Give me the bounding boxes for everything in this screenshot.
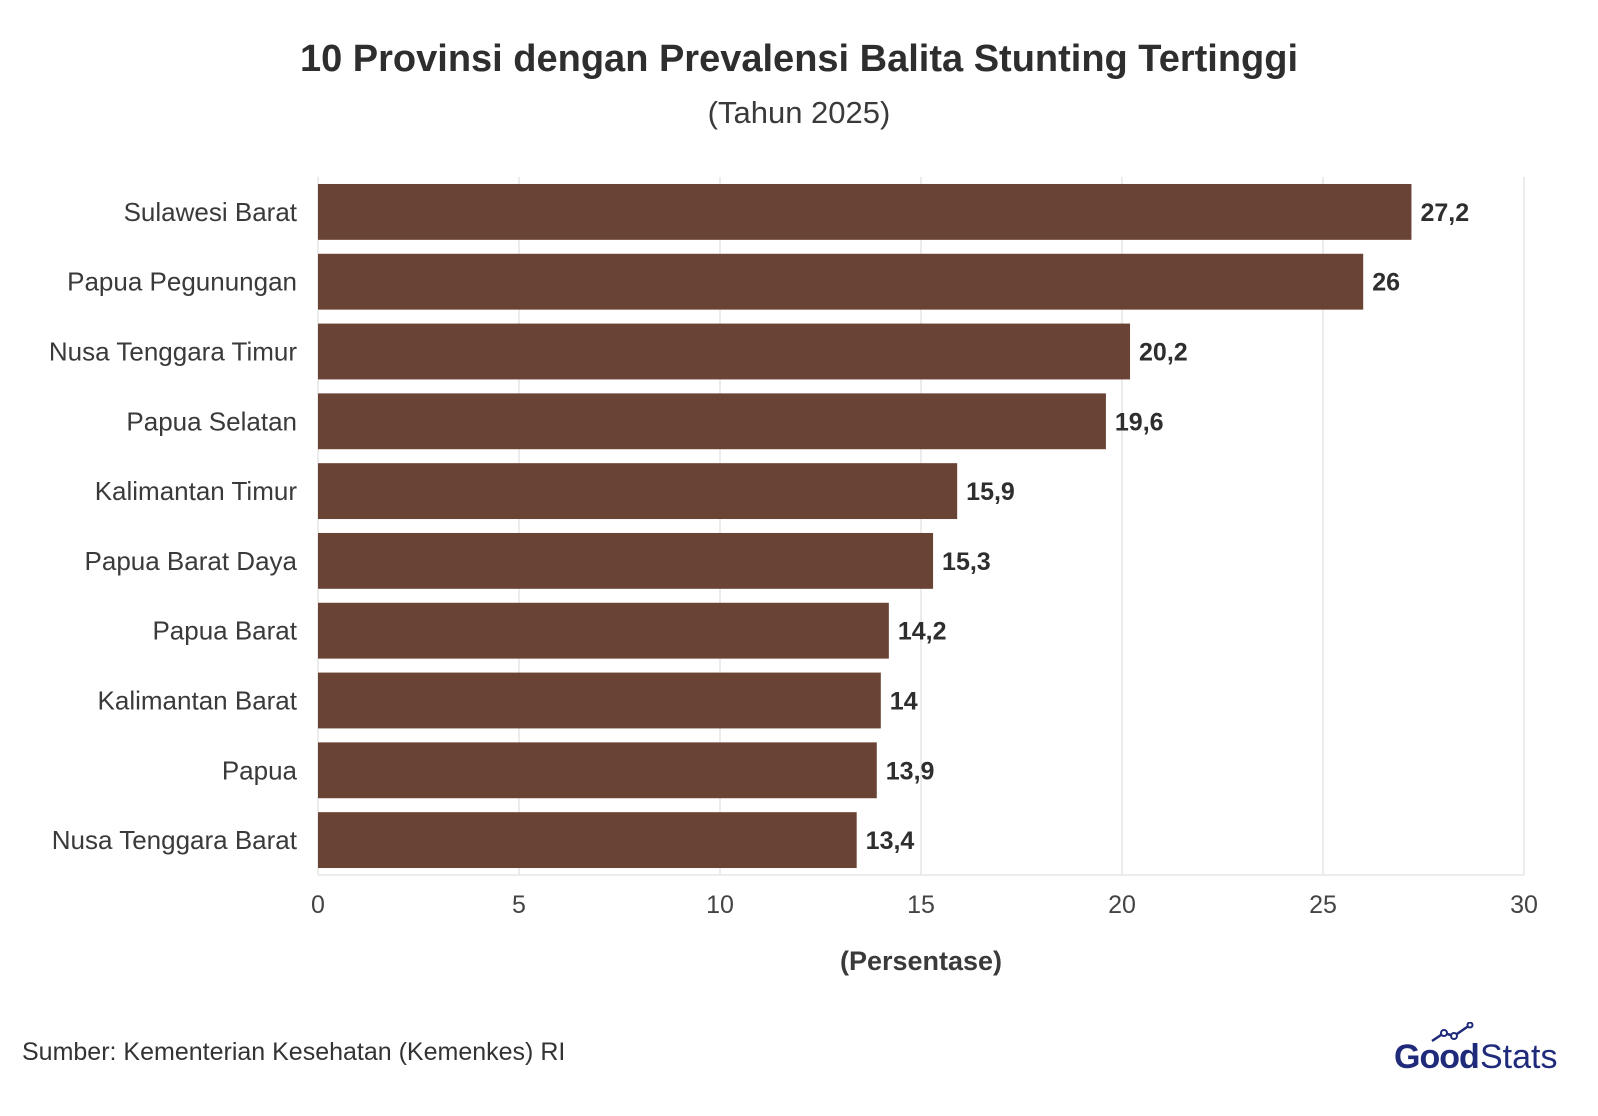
data-label: 14,2 — [898, 618, 947, 646]
goodstats-logo: Good Stats — [1394, 1022, 1564, 1082]
x-tick-label: 15 — [907, 891, 935, 919]
category-label: Kalimantan Barat — [98, 686, 298, 716]
x-tick-label: 25 — [1309, 891, 1337, 919]
x-tick-label: 5 — [512, 891, 526, 919]
x-tick-label: 20 — [1108, 891, 1136, 919]
category-label: Papua — [222, 755, 298, 785]
category-label: Papua Barat — [152, 616, 297, 646]
bar — [318, 183, 1412, 240]
data-label: 20,2 — [1139, 339, 1188, 367]
data-label: 15,3 — [942, 548, 991, 576]
bar — [318, 602, 889, 659]
logo-good-text: Good — [1394, 1038, 1480, 1076]
chart-title: 10 Provinsi dengan Prevalensi Balita Stu… — [299, 38, 1299, 80]
chart-subtitle: (Tahun 2025) — [707, 95, 891, 130]
x-tick-label: 0 — [311, 891, 325, 919]
bar — [318, 323, 1131, 380]
category-label: Nusa Tenggara Barat — [52, 825, 298, 855]
data-label: 13,4 — [866, 827, 915, 855]
category-label: Papua Pegunungan — [67, 267, 297, 297]
category-label: Sulawesi Barat — [124, 197, 298, 227]
x-axis-title: (Persentase) — [840, 946, 1002, 976]
category-label: Papua Barat Daya — [85, 546, 298, 576]
data-label: 14 — [890, 688, 918, 716]
x-tick-label: 10 — [706, 891, 734, 919]
category-label: Kalimantan Timur — [95, 476, 298, 506]
data-label: 13,9 — [886, 757, 935, 785]
bar — [318, 253, 1364, 310]
data-label: 15,9 — [966, 478, 1015, 506]
data-label: 27,2 — [1420, 199, 1469, 227]
trend-line-icon — [1431, 1022, 1474, 1043]
category-label: Nusa Tenggara Timur — [49, 337, 297, 367]
data-label: 19,6 — [1115, 408, 1164, 436]
data-label: 26 — [1372, 269, 1400, 297]
category-label: Papua Selatan — [126, 406, 297, 436]
logo-stats-text: Stats — [1480, 1038, 1558, 1076]
x-tick-label: 30 — [1510, 891, 1538, 919]
bar — [318, 812, 857, 869]
bar — [318, 532, 934, 589]
bar — [318, 742, 877, 799]
bar — [318, 463, 958, 520]
bar — [318, 393, 1106, 450]
bar — [318, 672, 881, 729]
source-note: Sumber: Kementerian Kesehatan (Kemenkes)… — [22, 1038, 566, 1066]
